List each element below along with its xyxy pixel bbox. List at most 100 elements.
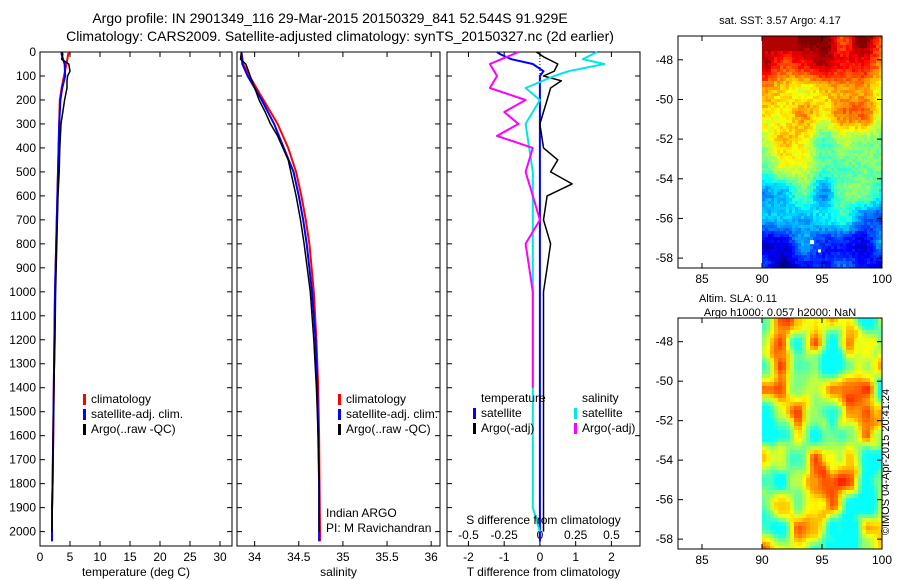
sla_map-xtick-label: 90 xyxy=(755,553,769,567)
temperature-xtick-label: 20 xyxy=(153,550,167,564)
sst_map-xtick-label: 95 xyxy=(815,272,829,286)
differences-legend-header-temp: temperature xyxy=(481,391,546,405)
sla_map-xtick-label: 95 xyxy=(815,553,829,567)
temperature-xlabel: temperature (deg C) xyxy=(82,565,190,579)
temperature-xtick-label: 30 xyxy=(213,550,227,564)
differences-xtick-label: 0 xyxy=(537,550,544,564)
depth-tick-label: 1100 xyxy=(10,309,36,323)
depth-tick-label: 800 xyxy=(16,237,36,251)
sla_map-ytick-label: -50 xyxy=(656,374,674,388)
differences-xtick-label: -2 xyxy=(463,550,474,564)
differences-s-tick-label: -0.5 xyxy=(458,528,479,542)
sst_map-heatmap-cells xyxy=(762,36,883,269)
depth-tick-label: 300 xyxy=(16,117,36,131)
salinity-xtick-label: 36 xyxy=(424,550,438,564)
differences-legend-label: satellite xyxy=(481,406,522,420)
sla_map-ytick-label: -56 xyxy=(656,493,674,507)
depth-tick-label: 1600 xyxy=(9,429,36,443)
sla-map-title: Altim. SLA: 0.11 xyxy=(699,293,777,305)
depth-tick-label: 600 xyxy=(16,189,36,203)
differences-s-tick-label: 0.5 xyxy=(603,528,620,542)
salinity-legend-label: climatology xyxy=(346,392,406,406)
sst_map-xtick-label: 90 xyxy=(755,272,769,286)
differences-xtick-label: 2 xyxy=(608,550,615,564)
temperature-legend-swatch xyxy=(83,394,86,405)
differences-legend-label: satellite xyxy=(582,406,623,420)
temperature-legend-label: climatology xyxy=(91,392,151,406)
salinity-xlabel: salinity xyxy=(320,565,357,579)
temperature-legend-label: satellite-adj. clim. xyxy=(91,407,183,421)
differences-xlabel-top: S difference from climatology xyxy=(466,513,621,527)
differences-legend-swatch xyxy=(473,408,476,419)
salinity-xtick-label: 34 xyxy=(248,550,262,564)
depth-tick-label: 700 xyxy=(16,213,36,227)
depth-tick-label: 200 xyxy=(16,93,36,107)
depth-tick-label: 1200 xyxy=(9,333,36,347)
salinity-legend-label: satellite-adj. clim. xyxy=(346,407,438,421)
sst_map-xtick-label: 100 xyxy=(872,272,892,286)
depth-tick-label: 1500 xyxy=(9,405,36,419)
annotation-float-group: Indian ARGO xyxy=(326,506,397,520)
temperature-axes-box xyxy=(39,51,233,547)
imos-timestamp: ©IMOS 04-Apr-2015 20:41:24 xyxy=(880,389,892,535)
temperature-xtick-label: 15 xyxy=(123,550,137,564)
salinity-legend-swatch xyxy=(338,394,341,405)
sst_map-ytick-label: -58 xyxy=(656,251,674,265)
differences-series-s-satellite xyxy=(524,51,606,532)
sst_map-ytick-label: -56 xyxy=(656,211,674,225)
sst-map-title: sat. SST: 3.57 Argo: 4.17 xyxy=(719,15,841,27)
differences-s-tick-label: -0.25 xyxy=(491,528,519,542)
sst_map-ytick-label: -54 xyxy=(656,172,674,186)
depth-tick-label: 0 xyxy=(29,45,36,59)
figure-title-line2: Climatology: CARS2009. Satellite-adjuste… xyxy=(66,28,614,44)
sla_map-heatmap-cells xyxy=(762,318,883,550)
sla_map-ytick-label: -48 xyxy=(656,335,674,349)
temperature-legend-swatch xyxy=(83,409,86,420)
differences-xtick-label: -1 xyxy=(499,550,510,564)
sst_map-ytick-label: -52 xyxy=(656,132,674,146)
depth-tick-label: 900 xyxy=(16,261,36,275)
depth-tick-label: 1700 xyxy=(9,453,36,467)
salinity-legend-swatch xyxy=(338,424,341,435)
sla-map-subtitle: Argo h1000: 0.057 h2000: NaN xyxy=(704,307,856,319)
temperature-series-argo-raw-qc- xyxy=(51,51,71,532)
sla_map-xtick-label: 85 xyxy=(695,553,709,567)
temperature-xtick-label: 10 xyxy=(93,550,107,564)
temperature-xtick-label: 25 xyxy=(183,550,197,564)
differences-xlabel: T difference from climatology xyxy=(467,565,621,579)
depth-tick-label: 1300 xyxy=(9,357,36,371)
sla_map-ytick-label: -52 xyxy=(656,414,674,428)
sst-missing-pixel xyxy=(818,249,821,253)
annotation-pi: PI: M Ravichandran xyxy=(326,521,431,535)
differences-legend-label: Argo(-adj) xyxy=(582,421,635,435)
sla_map-ytick-label: -58 xyxy=(656,532,674,546)
differences-series-s-argo-adj- xyxy=(488,51,541,388)
differences-legend-swatch xyxy=(473,423,476,434)
differences-series-t-satellite xyxy=(496,51,545,542)
differences-series-t-argo-adj- xyxy=(535,51,573,532)
sst_map-frame xyxy=(677,35,883,269)
sst-missing-pixel xyxy=(810,240,814,245)
differences-legend-swatch xyxy=(574,423,577,434)
salinity-legend-label: Argo(..raw -QC) xyxy=(346,422,431,436)
depth-tick-label: 100 xyxy=(16,69,36,83)
temperature-xtick-label: 5 xyxy=(67,550,74,564)
depth-tick-label: 1800 xyxy=(9,477,36,491)
sla_map-frame xyxy=(677,317,883,550)
sla_map-xtick-label: 100 xyxy=(872,553,892,567)
depth-tick-label: 1900 xyxy=(9,501,36,515)
differences-legend-label: Argo(-adj) xyxy=(481,421,534,435)
temperature-legend-swatch xyxy=(83,424,86,435)
salinity-axes-box xyxy=(236,51,441,547)
salinity-xtick-label: 34.5 xyxy=(287,550,311,564)
depth-tick-label: 500 xyxy=(16,165,36,179)
differences-s-tick-label: 0.25 xyxy=(564,528,588,542)
sst_map-ytick-label: -50 xyxy=(656,92,674,106)
sla_map-ytick-label: -54 xyxy=(656,453,674,467)
differences-legend-swatch xyxy=(574,408,577,419)
salinity-legend-swatch xyxy=(338,409,341,420)
sst_map-ytick-label: -48 xyxy=(656,53,674,67)
depth-tick-label: 2000 xyxy=(9,525,36,539)
depth-tick-label: 400 xyxy=(16,141,36,155)
